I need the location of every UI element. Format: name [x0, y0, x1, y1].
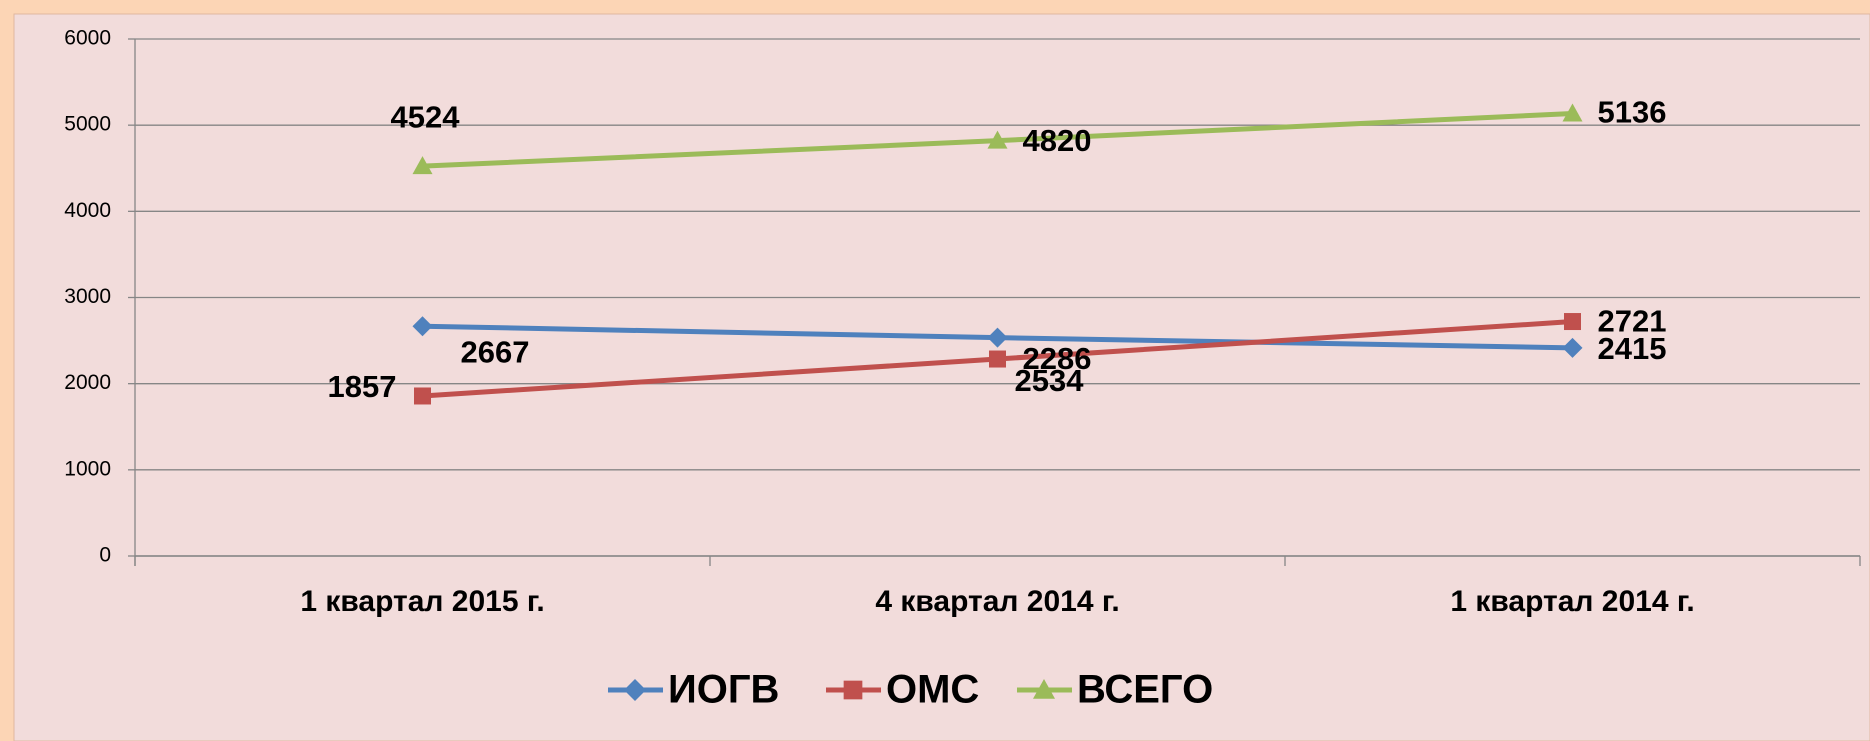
legend-label: ИОГВ [668, 668, 779, 712]
marker [989, 350, 1006, 368]
y-tick-label: 2000 [64, 371, 111, 394]
marker [1033, 679, 1055, 699]
y-tick-label: 3000 [64, 285, 111, 308]
legend-label: ОМС [886, 668, 979, 712]
marker [1564, 313, 1581, 331]
marker [1562, 103, 1583, 122]
data-label: 2667 [461, 334, 530, 369]
y-tick-label: 5000 [64, 113, 111, 136]
x-tick-label: 1 квартал 2015 г. [300, 585, 544, 618]
data-label: 2415 [1598, 331, 1667, 366]
marker [1562, 337, 1583, 358]
marker [412, 316, 433, 337]
x-tick-label: 4 квартал 2014 г. [875, 585, 1119, 618]
data-label: 1857 [328, 369, 397, 404]
data-label: 2286 [1023, 341, 1092, 376]
marker [987, 130, 1008, 149]
data-label: 5136 [1598, 95, 1667, 130]
marker [414, 387, 431, 405]
data-label: 4820 [1023, 123, 1092, 158]
x-tick-label: 1 квартал 2014 г. [1450, 585, 1694, 618]
data-label: 2534 [1015, 363, 1085, 398]
marker [987, 327, 1008, 348]
marker [624, 679, 646, 701]
data-label: 2721 [1598, 304, 1667, 339]
y-tick-label: 4000 [64, 199, 111, 222]
marker [412, 156, 433, 175]
legend-label: ВСЕГО [1077, 668, 1213, 712]
y-tick-label: 0 [99, 544, 111, 567]
y-tick-label: 6000 [64, 27, 111, 50]
marker [843, 680, 863, 700]
data-label: 4524 [391, 99, 461, 134]
y-tick-label: 1000 [64, 457, 111, 480]
chart-area [13, 13, 1870, 741]
